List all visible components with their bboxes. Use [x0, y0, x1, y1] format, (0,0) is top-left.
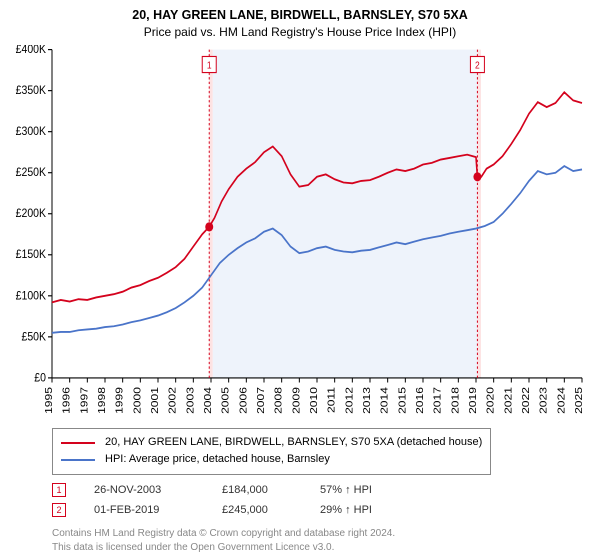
x-axis-label: 2013	[362, 387, 373, 414]
x-axis-label: 2005	[220, 387, 231, 414]
x-axis-label: 2008	[273, 387, 284, 414]
sale-events: 1 26-NOV-2003 £184,000 57% ↑ HPI 2 01-FEB-201…	[52, 483, 590, 523]
y-axis-label: £300K	[16, 126, 47, 139]
chart-band	[209, 50, 213, 378]
x-axis-label: 2000	[132, 387, 143, 414]
x-axis-label: 2015	[397, 387, 408, 414]
x-axis-label: 2012	[344, 387, 355, 414]
x-axis-label: 1998	[97, 387, 108, 414]
x-axis-label: 1995	[44, 387, 55, 414]
footer-line1: Contains HM Land Registry data © Crown c…	[52, 527, 590, 541]
sale-marker-dot	[473, 172, 481, 181]
y-axis-label: £50K	[21, 331, 46, 344]
chart-band	[477, 50, 481, 378]
y-axis-label: £250K	[16, 167, 47, 180]
y-axis-label: £200K	[16, 208, 47, 221]
x-axis-label: 2009	[291, 387, 302, 414]
x-axis-label: 2003	[185, 387, 196, 414]
sale-date: 01-FEB-2019	[94, 504, 194, 516]
legend-label: 20, HAY GREEN LANE, BIRDWELL, BARNSLEY, …	[105, 434, 482, 452]
y-axis-label: £150K	[16, 249, 47, 262]
footer-attribution: Contains HM Land Registry data © Crown c…	[52, 527, 590, 554]
x-axis-label: 2016	[415, 387, 426, 414]
x-axis-label: 2021	[503, 387, 514, 414]
sale-marker-number: 2	[475, 60, 480, 71]
sale-marker-dot	[205, 222, 213, 231]
x-axis-label: 2006	[238, 387, 249, 414]
sale-marker-number: 1	[207, 60, 212, 71]
x-axis-label: 1997	[79, 387, 90, 414]
legend: 20, HAY GREEN LANE, BIRDWELL, BARNSLEY, …	[52, 428, 491, 475]
sale-number-box: 2	[52, 503, 66, 517]
x-axis-label: 2004	[203, 387, 214, 414]
sale-number-box: 1	[52, 483, 66, 497]
x-axis-label: 2010	[309, 387, 320, 414]
x-axis-label: 2024	[556, 387, 567, 414]
chart-band	[213, 50, 478, 378]
x-axis-label: 2020	[485, 387, 496, 414]
sale-percent-vs-hpi: 29% ↑ HPI	[320, 504, 410, 516]
legend-swatch	[61, 459, 95, 461]
sale-percent-vs-hpi: 57% ↑ HPI	[320, 484, 410, 496]
x-axis-label: 2017	[432, 387, 443, 414]
y-axis-label: £0	[34, 372, 46, 385]
legend-row: HPI: Average price, detached house, Barn…	[61, 451, 482, 469]
sale-date: 26-NOV-2003	[94, 484, 194, 496]
title-block: 20, HAY GREEN LANE, BIRDWELL, BARNSLEY, …	[10, 8, 590, 39]
sale-price: £245,000	[222, 504, 292, 516]
legend-swatch	[61, 442, 95, 444]
sale-row: 2 01-FEB-2019 £245,000 29% ↑ HPI	[52, 503, 590, 517]
x-axis-label: 1999	[114, 387, 125, 414]
footer-line2: This data is licensed under the Open Gov…	[52, 541, 590, 555]
price-chart: £0 £50K £100K £150K £200K £250K £300K £350K £400…	[10, 45, 590, 424]
x-axis-label: 2011	[326, 387, 337, 413]
x-axis-label: 2014	[379, 387, 390, 414]
x-axis-label: 2018	[450, 387, 461, 414]
x-axis-label: 2001	[150, 387, 161, 414]
sale-row: 1 26-NOV-2003 £184,000 57% ↑ HPI	[52, 483, 590, 497]
x-axis-label: 2019	[468, 387, 479, 414]
x-axis-label: 1996	[61, 387, 72, 414]
page-subtitle: Price paid vs. HM Land Registry's House …	[10, 25, 590, 39]
y-axis-label: £100K	[16, 290, 47, 303]
x-axis-label: 2007	[256, 387, 267, 414]
legend-row: 20, HAY GREEN LANE, BIRDWELL, BARNSLEY, …	[61, 434, 482, 452]
x-axis-label: 2022	[521, 387, 532, 414]
legend-label: HPI: Average price, detached house, Barn…	[105, 451, 330, 469]
x-axis-label: 2025	[574, 387, 585, 414]
y-axis-label: £350K	[16, 84, 47, 97]
y-axis-label: £400K	[16, 45, 47, 56]
sale-price: £184,000	[222, 484, 292, 496]
x-axis-label: 2002	[167, 387, 178, 414]
x-axis-label: 2023	[538, 387, 549, 414]
chart-svg: £0 £50K £100K £150K £200K £250K £300K £350K £400…	[10, 45, 590, 424]
page-title: 20, HAY GREEN LANE, BIRDWELL, BARNSLEY, …	[10, 8, 590, 22]
